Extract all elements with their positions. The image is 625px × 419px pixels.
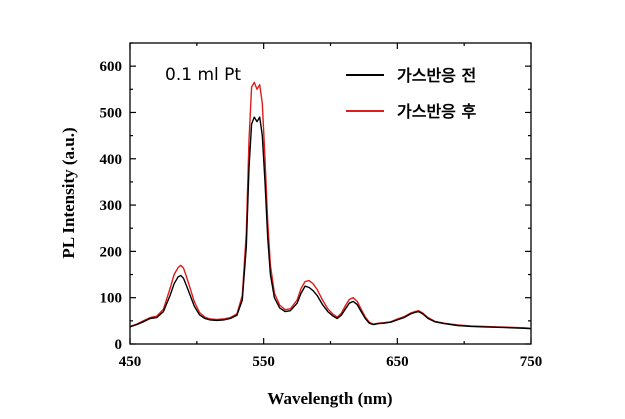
plot-frame	[129, 42, 532, 345]
y-tick-label: 0	[115, 337, 123, 353]
x-tick-label: 750	[520, 354, 543, 370]
legend-label-before: 가스반응 전	[397, 66, 476, 85]
axis-ticks	[129, 42, 532, 345]
y-tick-label: 400	[100, 152, 123, 168]
x-tick-label: 550	[252, 354, 275, 370]
legend-label-after: 가스반응 후	[397, 102, 476, 121]
chart-annotation: 0.1 ml Pt	[165, 65, 241, 85]
series-line-after	[130, 81, 531, 329]
x-tick-label: 650	[386, 354, 409, 370]
x-tick-label: 450	[119, 354, 142, 370]
y-tick-label: 200	[100, 244, 123, 260]
y-tick-label: 100	[100, 291, 123, 307]
axis-tick-labels: 450 550 650 750 0 100 200 300 400 500 600	[100, 59, 543, 370]
x-axis-title: Wavelength (nm)	[267, 389, 392, 408]
y-tick-label: 600	[100, 59, 123, 75]
y-tick-label: 500	[100, 105, 123, 121]
y-axis-title: PL Intensity (a.u.)	[59, 127, 78, 258]
series-lines	[130, 81, 531, 330]
series-line-before	[130, 116, 531, 330]
legend: 가스반응 전 가스반응 후	[346, 66, 476, 121]
y-tick-label: 300	[100, 198, 123, 214]
